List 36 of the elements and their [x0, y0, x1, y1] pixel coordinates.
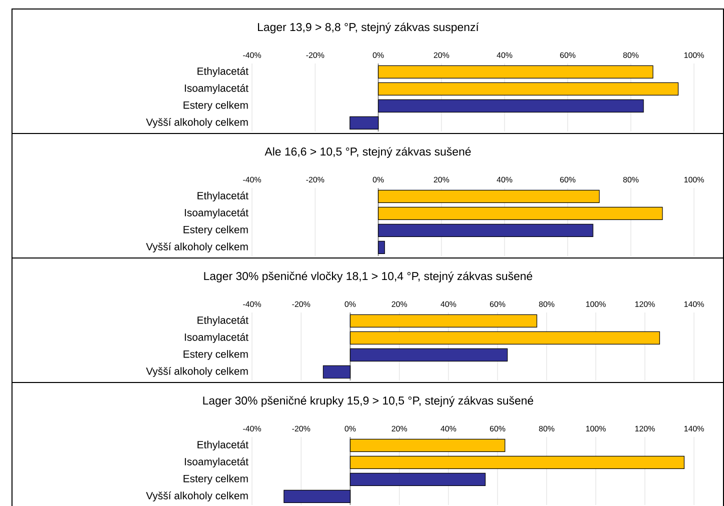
y-tick-label: Isoamylacetát: [184, 208, 248, 218]
y-tick-label: Estery celkem: [184, 101, 248, 111]
bar: [322, 365, 351, 379]
bar: [284, 490, 351, 504]
bar: [378, 190, 600, 204]
y-tick-label: Estery celkem: [184, 350, 248, 360]
bar: [350, 331, 660, 345]
y-tick-label: Ethylacetát: [198, 67, 248, 77]
y-tick-label: Ethylacetát: [198, 316, 248, 326]
y-tick-label: Ethylacetát: [198, 192, 248, 202]
y-tick-label: Vyšší alkoholy celkem: [146, 118, 248, 128]
y-tick-label: Isoamylacetát: [184, 458, 248, 468]
bar: [378, 240, 385, 254]
bar: [378, 65, 654, 79]
bar: [350, 314, 538, 328]
bar: [350, 116, 379, 130]
bar: [350, 472, 486, 486]
bar: [378, 99, 644, 113]
y-tick-label: Estery celkem: [184, 474, 248, 484]
bar: [378, 206, 663, 220]
y-tick-label: Isoamylacetát: [184, 84, 248, 94]
y-tick-label: Ethylacetát: [198, 440, 248, 450]
bar: [350, 348, 508, 362]
chart-title: Lager 30% pšeničné vločky 18,1 > 10,4 °P, stejný zákvas sušené: [204, 272, 532, 282]
y-tick-label: Isoamylacetát: [184, 333, 248, 343]
bar: [350, 456, 684, 470]
chart-title: Lager 13,9 > 8,8 °P, stejný zákvas suspenzí: [258, 22, 479, 34]
bar: [378, 82, 679, 96]
chart-title: Ale 16,6 > 10,5 °P, stejný zákvas sušené: [264, 147, 471, 158]
y-tick-label: Vyšší alkoholy celkem: [146, 492, 248, 502]
bar: [350, 438, 506, 452]
y-tick-label: Vyšší alkoholy celkem: [146, 242, 248, 252]
chart-title: Lager 30% pšeničné krupky 15,9 > 10,5 °P, stejný zákvas sušené: [203, 396, 534, 407]
y-tick-label: Vyšší alkoholy celkem: [146, 367, 248, 377]
y-tick-label: Estery celkem: [184, 226, 248, 236]
bar: [378, 224, 594, 238]
